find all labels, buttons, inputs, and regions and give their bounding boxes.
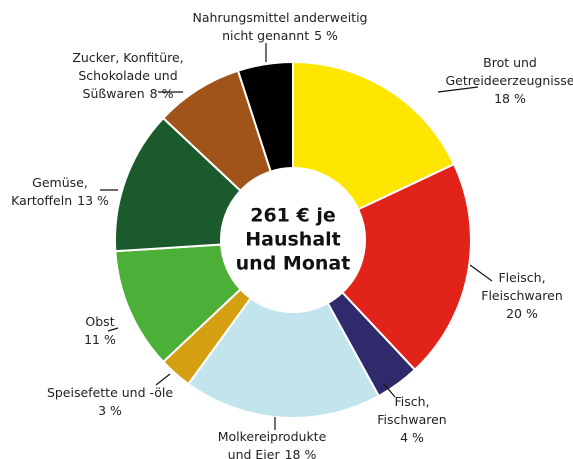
segment-label: Zucker, Konfitüre, Schokolade und Süßwaren…: [72, 50, 183, 101]
value-label: 5 %: [314, 28, 338, 43]
label-line: Obst: [85, 314, 114, 329]
segment-label: Fleisch, Fleischwaren 20 %: [481, 270, 563, 321]
label-line: Brot und: [483, 55, 537, 70]
segment-label: Molkereiprodukte und Eier 18 %: [218, 429, 327, 459]
segment-label: Fisch, Fischwaren 4 %: [377, 394, 446, 445]
label-line: und Eier: [228, 447, 281, 459]
segment-label: Brot und Getreideerzeugnisse 18 %: [446, 55, 573, 106]
value-label: 4 %: [400, 430, 424, 445]
label-line: Süßwaren: [83, 86, 145, 101]
label-line: Fleischwaren: [481, 288, 563, 303]
label-line: Getreideerzeugnisse: [446, 73, 573, 88]
label-line: Zucker, Konfitüre,: [72, 50, 183, 65]
label-line: Fisch,: [394, 394, 429, 409]
leader-line: [107, 327, 119, 332]
value-label: 11 %: [84, 332, 116, 347]
label-line: Schokolade und: [78, 68, 177, 83]
label-line: Fleisch,: [498, 270, 545, 285]
segment-label: Gemüse, Kartoffeln 13 %: [11, 175, 109, 208]
segment-label: Speisefette und -öle 3 %: [47, 385, 173, 418]
segment-label: Obst 11 %: [84, 314, 116, 347]
value-label: 20 %: [506, 306, 538, 321]
label-line: Kartoffeln: [11, 193, 72, 208]
value-label: 3 %: [98, 403, 122, 418]
label-line: Speisefette und -öle: [47, 385, 173, 400]
leader-line: [155, 373, 171, 386]
center-label: und Monat: [236, 253, 351, 275]
label-line: Fischwaren: [377, 412, 446, 427]
value-label: 8 %: [150, 86, 174, 101]
center-hole: [221, 168, 365, 312]
leader-line: [437, 86, 479, 93]
center-label: 261 € je: [250, 205, 336, 227]
segment-label: Nahrungsmittel anderweitig nicht genannt 5…: [193, 10, 368, 43]
label-line: nicht genannt: [222, 28, 309, 43]
label-line: Molkereiprodukte: [218, 429, 327, 444]
value-label: 18 %: [494, 91, 526, 106]
center-label: Haushalt: [245, 229, 341, 251]
value-label: 18 %: [285, 447, 317, 459]
leader-line: [469, 264, 493, 282]
label-line: Nahrungsmittel anderweitig: [193, 10, 368, 25]
value-label: 13 %: [77, 193, 109, 208]
label-line: Gemüse,: [32, 175, 88, 190]
leader-line: [383, 383, 396, 398]
